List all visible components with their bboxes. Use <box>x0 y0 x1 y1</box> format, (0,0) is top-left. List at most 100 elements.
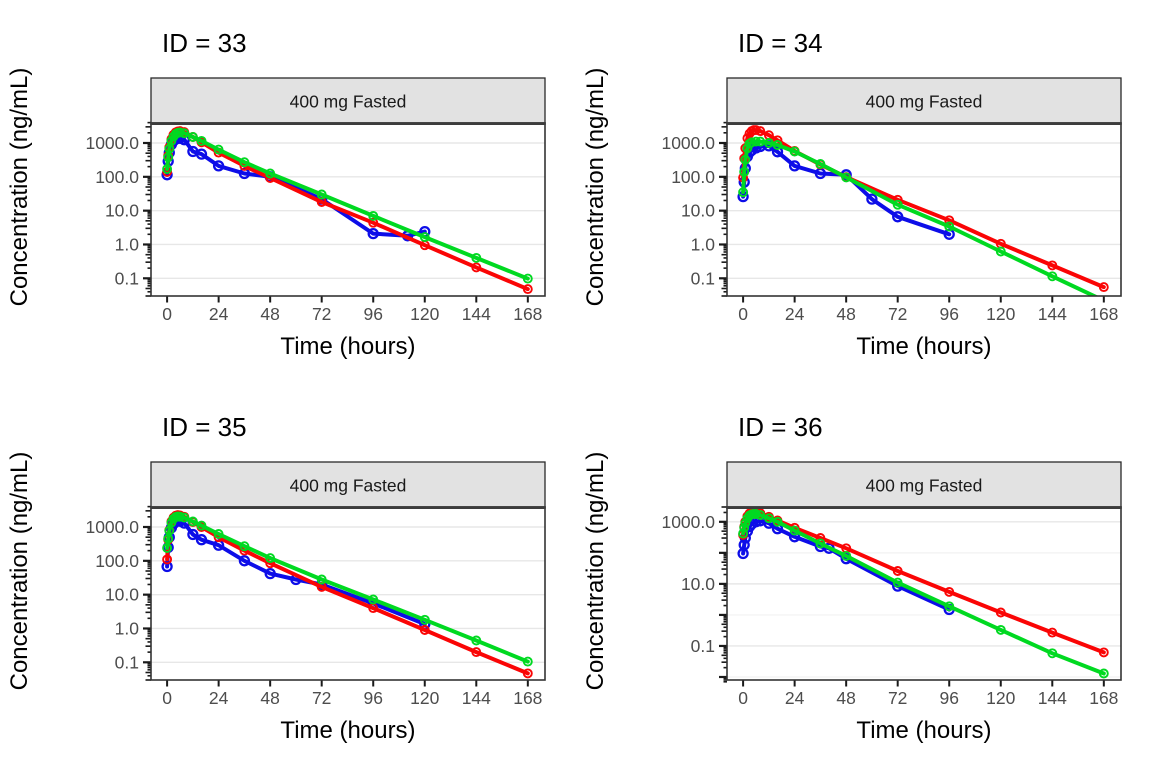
series-prediction-2-marker <box>740 154 751 165</box>
y-tick-label: 1000.0 <box>661 133 715 153</box>
x-tick-label: 168 <box>1089 688 1118 708</box>
x-tick-label: 48 <box>260 688 279 708</box>
series-prediction-2-marker <box>213 529 224 539</box>
series-group <box>737 125 1109 296</box>
y-tick-label: 10.0 <box>681 574 715 594</box>
x-tick-label: 120 <box>410 688 439 708</box>
y-tick-label: 100.0 <box>671 167 715 187</box>
x-tick-label: 120 <box>986 304 1015 324</box>
series-observed-marker <box>771 146 784 158</box>
series-prediction-1-marker <box>1098 282 1109 293</box>
series-prediction-2-marker <box>187 132 198 142</box>
x-tick-label: 144 <box>1038 688 1067 708</box>
series-prediction-2-marker <box>751 509 761 519</box>
series-prediction-2-marker <box>944 601 955 612</box>
series-observed-marker <box>788 160 801 172</box>
x-tick-label: 120 <box>410 304 439 324</box>
series-prediction-2-marker <box>162 543 173 553</box>
x-tick-label: 96 <box>939 304 958 324</box>
series-prediction-2-marker <box>179 128 190 139</box>
y-tick-label: 0.1 <box>691 268 715 288</box>
series-prediction-2-marker <box>196 135 207 146</box>
series-observed-marker <box>738 539 750 551</box>
x-tick-label: 24 <box>785 688 805 708</box>
y-tick-label: 1000.0 <box>85 517 139 537</box>
panel-cell-36: 400 mg Fasted 1000.0 10.0 0.1 0 24 48 72 96 120 14… <box>576 384 1152 768</box>
x-tick-label: 144 <box>1038 304 1067 324</box>
series-prediction-2-marker <box>368 210 379 221</box>
series-prediction-2-marker <box>419 614 430 625</box>
panel-title: ID = 33 <box>162 28 247 58</box>
series-prediction-2-marker <box>751 136 761 147</box>
series-group <box>737 507 1109 679</box>
series-prediction-2-marker <box>1098 668 1109 679</box>
series-prediction-1-marker <box>522 668 533 679</box>
series-prediction-2-marker <box>471 252 482 263</box>
x-tick-label: 96 <box>363 688 382 708</box>
x-tick-label: 24 <box>209 304 229 324</box>
series-prediction-2-marker <box>739 522 750 533</box>
series-prediction-2-marker <box>419 232 430 243</box>
series-prediction-2-marker <box>789 525 800 536</box>
facet-strip <box>150 77 546 124</box>
series-prediction-2-marker <box>815 159 826 169</box>
y-axis-title: Concentration (ng/mL) <box>582 452 609 691</box>
x-axis-title: Time (hours) <box>280 717 415 744</box>
series-prediction-2-marker <box>316 574 327 585</box>
x-tick-label: 0 <box>738 688 748 708</box>
x-tick-label: 72 <box>312 688 331 708</box>
series-prediction-2-marker <box>1047 648 1058 659</box>
series-prediction-1-marker <box>1047 260 1058 271</box>
series-prediction-2-marker <box>175 511 185 522</box>
series-observed-marker <box>892 211 904 223</box>
x-tick-label: 24 <box>785 304 805 324</box>
series-prediction-2-marker <box>265 168 276 179</box>
series-prediction-2-marker <box>213 144 224 155</box>
pk-chart-33: 400 mg Fasted 1000.0 100.0 10.0 1.0 0.1 0 24 48 7… <box>6 28 546 360</box>
facet-strip <box>150 461 546 508</box>
series-prediction-2-marker <box>179 512 190 523</box>
series-prediction-2-marker <box>1047 271 1058 282</box>
series-prediction-2-marker <box>772 140 783 150</box>
pk-chart-35: 400 mg Fasted 1000.0 100.0 10.0 1.0 0.1 0 24 48 7… <box>6 412 546 744</box>
series-prediction-1-marker <box>162 554 173 565</box>
y-tick-label: 10.0 <box>681 201 715 221</box>
strip-label: 400 mg Fasted <box>866 92 983 112</box>
series-prediction-2-marker <box>763 138 774 148</box>
y-tick-label: 0.1 <box>691 636 715 656</box>
series-prediction-1-marker <box>1098 647 1109 658</box>
x-tick-label: 96 <box>363 304 382 324</box>
series-prediction-2-marker <box>187 516 198 527</box>
x-tick-label: 168 <box>513 688 542 708</box>
series-prediction-2-marker <box>944 221 955 232</box>
panel-cell-35: 400 mg Fasted 1000.0 100.0 10.0 1.0 0.1 0 24 48 7… <box>0 384 576 768</box>
pk-chart-34: 400 mg Fasted 1000.0 100.0 10.0 1.0 0.1 0 24 48 7… <box>582 28 1122 360</box>
series-prediction-2-marker <box>239 157 250 168</box>
series-prediction-1-marker <box>471 262 482 273</box>
y-tick-label: 0.1 <box>115 652 139 672</box>
series-prediction-2-marker <box>763 513 774 524</box>
y-axis-title: Concentration (ng/mL) <box>6 68 33 307</box>
series-prediction-1-marker <box>995 607 1006 618</box>
series-prediction-2-marker <box>368 594 379 605</box>
x-tick-label: 168 <box>513 304 542 324</box>
x-tick-label: 24 <box>209 688 229 708</box>
y-tick-label: 100.0 <box>95 551 139 571</box>
series-observed-marker <box>212 160 225 172</box>
series-observed-marker <box>264 567 276 580</box>
x-tick-label: 0 <box>162 304 172 324</box>
x-tick-label: 120 <box>986 688 1015 708</box>
series-observed-marker <box>161 560 173 573</box>
series-prediction-2-marker <box>995 246 1006 257</box>
series-prediction-1-line <box>741 128 1106 290</box>
series-prediction-2-marker <box>740 518 751 529</box>
x-tick-label: 144 <box>462 304 491 324</box>
panel-cell-33: 400 mg Fasted 1000.0 100.0 10.0 1.0 0.1 0 24 48 7… <box>0 0 576 384</box>
series-prediction-1-marker <box>471 647 482 658</box>
series-observed-marker <box>195 534 208 546</box>
y-tick-label: 1.0 <box>691 234 716 254</box>
series-prediction-2-marker <box>892 577 903 588</box>
series-prediction-2-marker <box>522 656 533 667</box>
x-axis-title: Time (hours) <box>280 333 415 360</box>
x-tick-label: 168 <box>1089 304 1118 324</box>
